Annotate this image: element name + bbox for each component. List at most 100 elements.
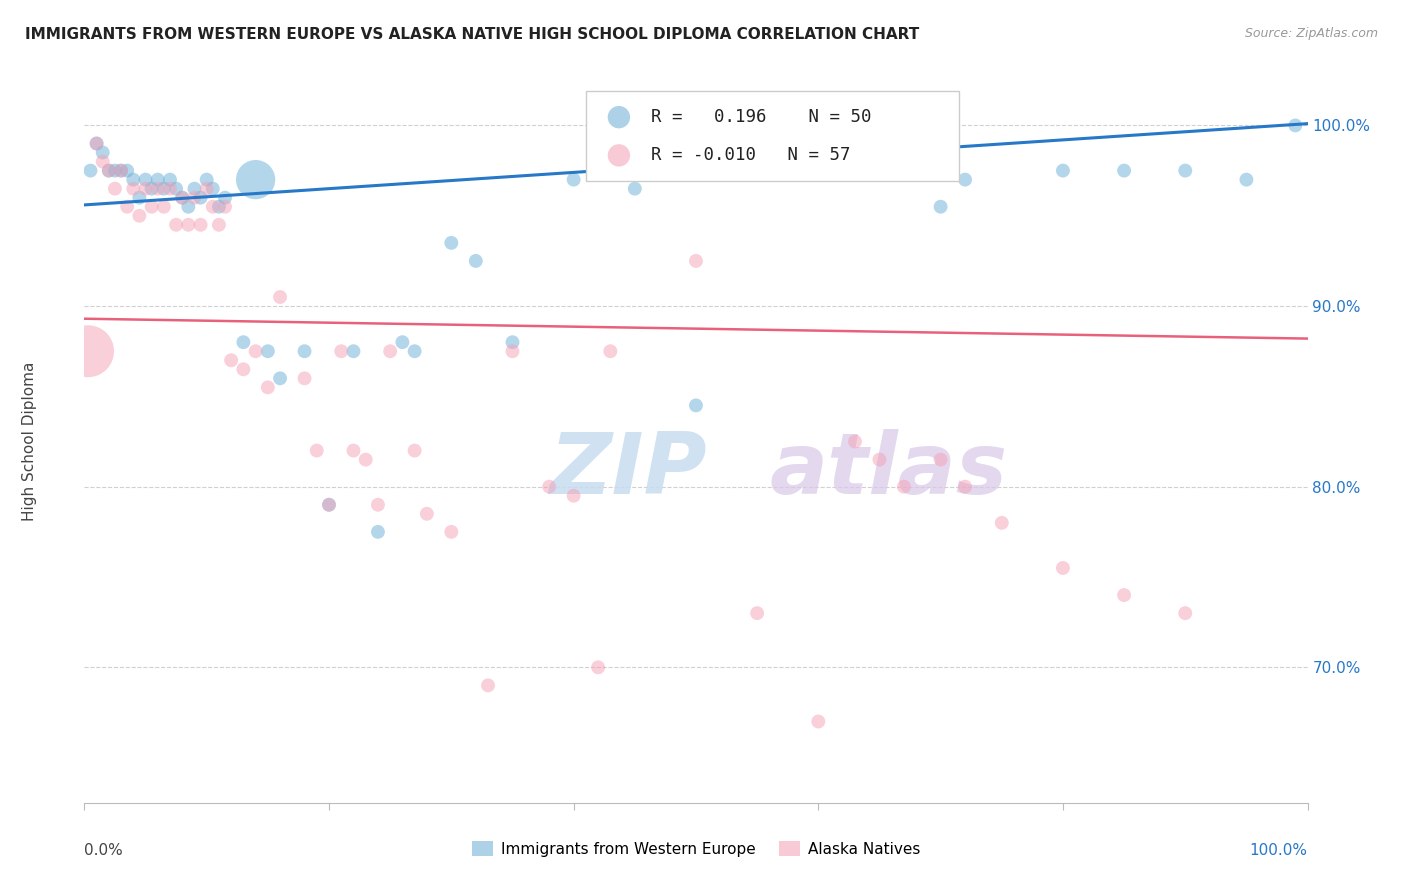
Point [245, 344, 267, 359]
Point [183, 191, 205, 205]
Point [1114, 163, 1136, 178]
Point [562, 172, 585, 186]
Point [269, 290, 291, 304]
Point [380, 344, 402, 359]
Point [1052, 561, 1074, 575]
Point [929, 200, 952, 214]
Point [110, 163, 132, 178]
Point [807, 163, 830, 178]
Point [122, 181, 145, 195]
Point [104, 163, 127, 178]
Point [135, 172, 157, 186]
Point [342, 344, 364, 359]
Text: R =   0.196    N = 50: R = 0.196 N = 50 [651, 108, 872, 126]
Point [416, 507, 439, 521]
Point [201, 181, 224, 195]
Point [747, 163, 769, 178]
Point [440, 235, 463, 250]
Point [342, 443, 364, 458]
Point [477, 678, 499, 692]
Point [214, 191, 236, 205]
Point [404, 443, 426, 458]
Point [165, 181, 187, 195]
Point [245, 172, 267, 186]
Point [115, 163, 138, 178]
Legend: Immigrants from Western Europe, Alaska Natives: Immigrants from Western Europe, Alaska N… [472, 840, 920, 856]
Point [893, 480, 915, 494]
Point [747, 606, 769, 620]
Point [538, 480, 561, 494]
Point [1052, 163, 1074, 178]
Point [177, 200, 200, 214]
Point [165, 218, 187, 232]
Point [1236, 172, 1258, 186]
Text: atlas: atlas [769, 429, 1008, 512]
Point [219, 353, 242, 368]
Point [257, 344, 280, 359]
Text: 100.0%: 100.0% [1250, 843, 1308, 857]
Point [183, 181, 205, 195]
Point [135, 181, 157, 195]
Point [354, 452, 377, 467]
Point [685, 253, 707, 268]
Point [953, 172, 976, 186]
Point [97, 163, 120, 178]
Point [305, 443, 328, 458]
Point [685, 398, 707, 412]
Point [502, 335, 524, 350]
Point [562, 489, 585, 503]
Point [153, 200, 176, 214]
Text: High School Diploma: High School Diploma [22, 362, 37, 521]
Point [586, 154, 609, 169]
Point [91, 145, 114, 160]
Point [177, 218, 200, 232]
Point [172, 191, 194, 205]
Point [807, 714, 830, 729]
Point [844, 434, 866, 449]
Point [79, 163, 101, 178]
Point [318, 498, 340, 512]
Point [953, 480, 976, 494]
Point [97, 163, 120, 178]
Point [153, 181, 176, 195]
Point [624, 181, 647, 195]
Point [257, 380, 280, 394]
Point [367, 524, 389, 539]
Point [440, 524, 463, 539]
Point [391, 335, 413, 350]
Point [146, 172, 169, 186]
Point [86, 136, 108, 151]
Point [201, 200, 224, 214]
Point [232, 362, 254, 376]
Point [869, 163, 891, 178]
Point [128, 191, 150, 205]
Point [464, 253, 486, 268]
Point [1174, 606, 1197, 620]
Text: Source: ZipAtlas.com: Source: ZipAtlas.com [1244, 27, 1378, 40]
Point [104, 181, 127, 195]
Point [929, 452, 952, 467]
Point [91, 154, 114, 169]
Point [159, 172, 181, 186]
Point [141, 200, 163, 214]
Point [141, 181, 163, 195]
Point [607, 306, 630, 320]
Point [269, 371, 291, 385]
Text: 0.0%: 0.0% [84, 843, 124, 857]
Point [318, 498, 340, 512]
FancyBboxPatch shape [586, 91, 959, 181]
Point [214, 200, 236, 214]
Point [367, 498, 389, 512]
Point [195, 181, 218, 195]
Point [294, 344, 316, 359]
Point [115, 200, 138, 214]
Point [232, 335, 254, 350]
Point [1174, 163, 1197, 178]
Point [607, 211, 630, 225]
Point [86, 136, 108, 151]
Point [122, 172, 145, 186]
Point [146, 181, 169, 195]
Point [208, 218, 231, 232]
Point [1284, 119, 1306, 133]
Point [110, 163, 132, 178]
